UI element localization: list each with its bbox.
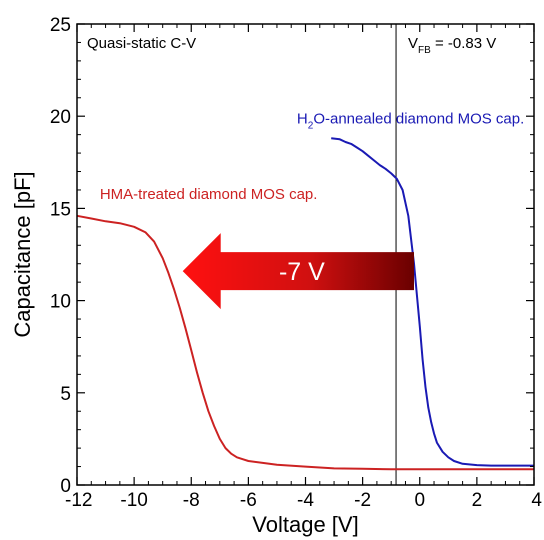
x-tick-label: -2 — [354, 490, 371, 511]
vfb-label: VFB = -0.83 V — [408, 35, 496, 56]
shift-arrow — [182, 233, 414, 310]
y-axis-label: Capacitance [pF] — [10, 171, 35, 337]
x-tick-label: -6 — [240, 490, 257, 511]
corner-label: Quasi-static C-V — [87, 35, 196, 52]
shift-arrow-group — [182, 233, 414, 310]
series-label-part: H — [297, 111, 308, 128]
vfb-label-value: = -0.83 V — [431, 35, 496, 52]
y-tick-label: 15 — [50, 199, 71, 220]
x-axis-label: Voltage [V] — [252, 512, 358, 537]
series-label-1: HMA-treated diamond MOS cap. — [100, 186, 318, 203]
x-tick-label: -12 — [65, 490, 92, 511]
y-tick-label: 20 — [50, 107, 71, 128]
x-tick-label: -8 — [183, 490, 200, 511]
series-line-1 — [76, 214, 534, 471]
x-tick-label: 2 — [472, 490, 483, 511]
series-label-0: H2O-annealed diamond MOS cap. — [297, 111, 524, 132]
y-tick-label: 10 — [50, 292, 71, 313]
series-label-subscript: 2 — [308, 121, 314, 132]
chart-text: -12 -10 -8 -6 -4 -2 0 2 4 0 5 10 15 20 25 Voltage [V] Ca… — [10, 15, 542, 537]
y-tick-label: 25 — [50, 15, 71, 36]
series-label-part: O-annealed diamond MOS cap. — [313, 111, 524, 128]
x-tick-label: 0 — [414, 490, 425, 511]
series-line-0 — [331, 137, 534, 467]
vfb-label-subscript: FB — [418, 45, 431, 56]
axis-ticks — [76, 23, 535, 486]
y-tick-label: 0 — [60, 476, 71, 497]
x-tick-label: -10 — [120, 490, 147, 511]
vfb-label-main: V — [408, 35, 418, 52]
shift-arrow-label: -7 V — [279, 258, 325, 286]
x-tick-label: 4 — [531, 490, 542, 511]
y-tick-label: 5 — [60, 384, 71, 405]
x-tick-label: -4 — [297, 490, 314, 511]
